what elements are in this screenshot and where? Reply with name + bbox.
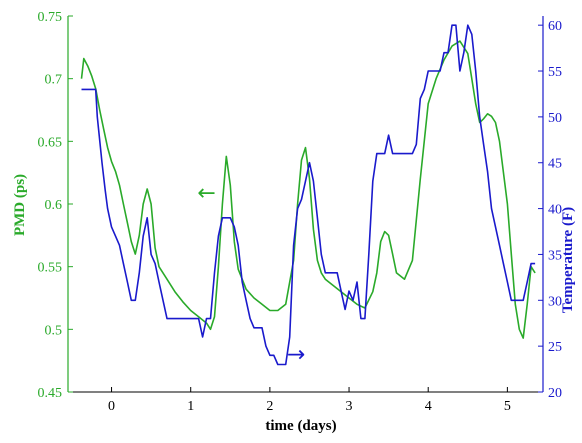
left-y-tick-label: 0.65	[38, 135, 63, 150]
temperature-axis-arrow-annotation: →	[287, 342, 305, 367]
right-y-tick-label: 55	[548, 65, 562, 80]
left-y-tick-label: 0.55	[38, 261, 63, 276]
series-line-temperature	[81, 24, 536, 366]
right-y-tick-label: 45	[548, 157, 562, 172]
x-tick-label: 0	[108, 399, 115, 414]
x-tick-label: 1	[187, 399, 194, 414]
x-tick-label: 3	[346, 399, 353, 414]
right-y-tick-label: 35	[548, 248, 562, 263]
left-y-tick-label: 0.75	[38, 10, 63, 25]
series-line-pmd	[80, 40, 536, 339]
axes-layer	[67, 16, 544, 393]
right-y-tick-label: 25	[548, 340, 562, 355]
x-axis-title: time (days)	[265, 418, 336, 434]
right-y-tick-label: 50	[548, 111, 562, 126]
left-y-tick-label: 0.7	[45, 73, 63, 88]
right-y-tick-label: 20	[548, 386, 562, 401]
left-y-axis-title: PMD (ps)	[12, 174, 28, 236]
left-y-tick-label: 0.5	[45, 323, 63, 338]
right-y-tick-label: 40	[548, 203, 562, 218]
left-y-tick-label: 0.6	[45, 198, 63, 213]
x-tick-label: 5	[504, 399, 511, 414]
right-y-axis-title: Temperature (F)	[560, 207, 576, 313]
annotation-layer: ←→	[197, 181, 305, 367]
right-y-tick-label: 60	[548, 19, 562, 34]
series-layer	[80, 24, 536, 366]
ticks-layer: 0 1 2 3 4 50.450.50.550.60.650.70.75202530354…	[38, 10, 563, 414]
pmd-axis-arrow-annotation: ←	[197, 181, 215, 206]
left-y-tick-label: 0.45	[38, 386, 63, 401]
right-y-tick-label: 30	[548, 294, 562, 309]
x-tick-label: 2	[266, 399, 273, 414]
x-tick-label: 4	[425, 399, 432, 414]
